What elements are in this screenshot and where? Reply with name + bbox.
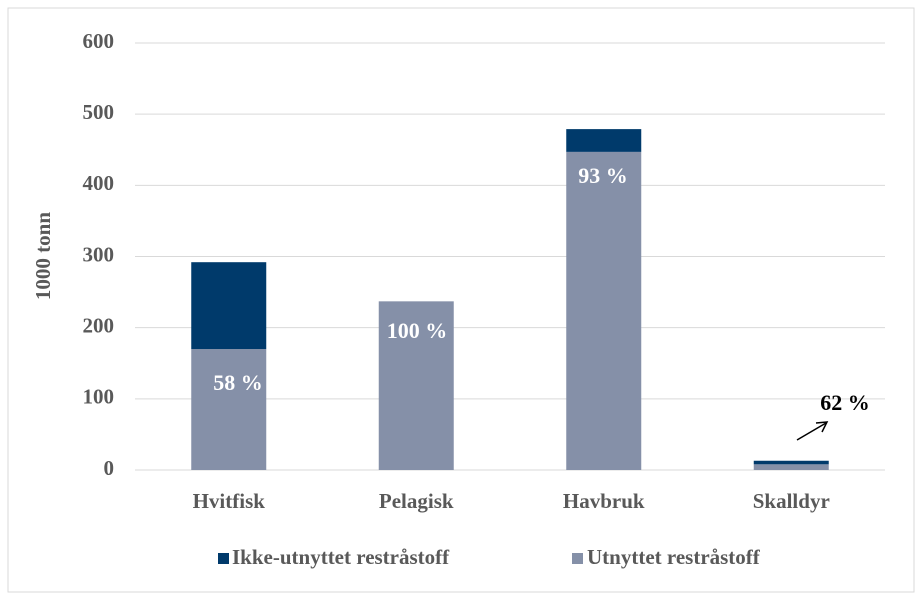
data-annotation: 58 % bbox=[213, 370, 263, 395]
x-tick-label: Pelagisk bbox=[379, 489, 454, 513]
bar-segment bbox=[753, 464, 829, 470]
data-annotation: 100 % bbox=[387, 318, 448, 343]
y-tick-label: 0 bbox=[104, 456, 115, 480]
annotation-arrow bbox=[796, 422, 827, 441]
x-tick-label: Hvitfisk bbox=[193, 489, 266, 513]
bar-segment bbox=[191, 349, 267, 470]
legend-label: Ikke-utnyttet restråstoff bbox=[232, 545, 450, 569]
bar-segment bbox=[378, 301, 454, 470]
data-annotation: 62 % bbox=[820, 390, 870, 415]
y-tick-label: 400 bbox=[83, 171, 115, 195]
y-tick-label: 600 bbox=[83, 29, 115, 53]
x-tick-label: Skalldyr bbox=[753, 489, 830, 513]
legend-swatch bbox=[572, 553, 583, 564]
y-tick-label: 200 bbox=[83, 313, 115, 337]
bar-segment bbox=[191, 262, 267, 350]
legend-swatch bbox=[218, 553, 229, 564]
bar-segment bbox=[753, 460, 829, 465]
y-tick-label: 300 bbox=[83, 242, 115, 266]
bar-segment bbox=[566, 129, 642, 152]
chart-border bbox=[7, 7, 915, 593]
data-annotation: 93 % bbox=[578, 163, 628, 188]
y-tick-label: 100 bbox=[83, 385, 115, 409]
y-tick-label: 500 bbox=[83, 100, 115, 124]
legend-label: Utnyttet restråstoff bbox=[587, 545, 761, 569]
bar-segment bbox=[566, 151, 642, 470]
y-axis-label: 1000 tonn bbox=[31, 212, 55, 300]
annotation-arrowhead bbox=[815, 421, 829, 433]
x-tick-label: Havbruk bbox=[563, 489, 645, 513]
